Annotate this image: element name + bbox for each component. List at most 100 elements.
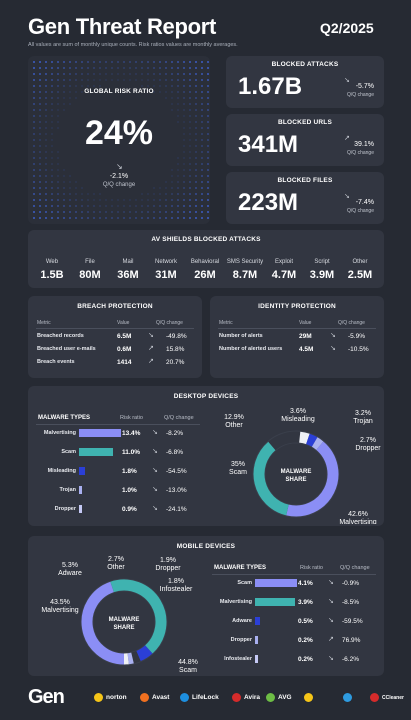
pattern-dot [33, 91, 35, 93]
pattern-dot [177, 157, 179, 159]
identity-col-metric: Metric [219, 320, 233, 326]
desktop-row-change: -24.1% [166, 506, 187, 513]
pattern-dot [39, 67, 41, 69]
pattern-dot [57, 115, 59, 117]
pattern-dot [171, 97, 173, 99]
pattern-dot [33, 133, 35, 135]
pattern-dot [39, 115, 41, 117]
breach-row-metric: Breach events [37, 359, 75, 365]
pattern-dot [135, 67, 137, 69]
pattern-dot [33, 109, 35, 111]
pattern-dot [51, 115, 53, 117]
pattern-dot [63, 85, 65, 87]
breach-row-value: 1414 [117, 359, 132, 366]
pattern-dot [39, 199, 41, 201]
pattern-dot [99, 67, 101, 69]
pattern-dot [195, 157, 197, 159]
av-item-other: Other 2.5M [347, 259, 373, 281]
pattern-dot [171, 73, 173, 75]
trend-down-icon: ↘ [330, 345, 336, 352]
desktop-row-ratio: 1.0% [122, 487, 137, 494]
breach-col-value: Value [117, 320, 130, 326]
pattern-dot [45, 151, 47, 153]
desktop-title: DESKTOP DEVICES [173, 393, 239, 400]
partner-logo: CCleaner [370, 693, 404, 702]
mobile-donut-slice [110, 579, 167, 654]
pattern-dot [57, 205, 59, 207]
pattern-dot [183, 67, 185, 69]
mobile-row-ratio: 0.2% [298, 656, 313, 663]
blocked-files-value: 223M [238, 189, 299, 216]
pattern-dot [159, 73, 161, 75]
pattern-dot [189, 67, 191, 69]
pattern-dot [201, 181, 203, 183]
pattern-dot [207, 187, 209, 189]
pattern-dot [189, 85, 191, 87]
av-item-script: Script 3.9M [309, 259, 335, 281]
pattern-dot [207, 181, 209, 183]
pattern-dot [165, 67, 167, 69]
pattern-dot [159, 79, 161, 81]
pattern-dot [183, 145, 185, 147]
pattern-dot [183, 163, 185, 165]
trend-down-icon: ↘ [152, 486, 158, 493]
blocked-attacks-change: -5.7% [355, 83, 374, 90]
pattern-dot [171, 175, 173, 177]
pattern-dot [177, 193, 179, 195]
desktop-share-name: Scam [229, 469, 247, 476]
pattern-dot [69, 67, 71, 69]
breach-row-metric: Breached records [37, 333, 84, 339]
pattern-dot [141, 193, 143, 195]
mobile-donut-slice [131, 650, 141, 664]
pattern-dot [183, 91, 185, 93]
dot-pattern-graphic [33, 61, 209, 219]
pattern-dot [45, 211, 47, 213]
pattern-dot [33, 103, 35, 105]
pattern-dot [207, 103, 209, 105]
pattern-dot [195, 127, 197, 129]
logo-mark-icon [140, 693, 149, 702]
logo-text: Avira [244, 694, 261, 701]
pattern-dot [39, 181, 41, 183]
trend-down-icon: ↘ [344, 193, 350, 200]
breach-row-change: -49.8% [166, 333, 187, 340]
blocked-urls-change: 39.1% [354, 141, 374, 148]
pattern-dot [57, 157, 59, 159]
pattern-dot [57, 175, 59, 177]
pattern-dot [159, 187, 161, 189]
pattern-dot [81, 61, 83, 63]
trend-down-icon: ↘ [328, 655, 334, 662]
pattern-dot [39, 109, 41, 111]
pattern-dot [195, 121, 197, 123]
pattern-dot [51, 79, 53, 81]
mobile-donut-slice [81, 581, 125, 665]
mobile-risk-bar [255, 636, 258, 644]
mobile-donut-label: MALWARE [109, 617, 140, 623]
pattern-dot [33, 121, 35, 123]
mobile-row-type: Scam [237, 580, 252, 586]
mobile-share-pct: 44.8% [178, 659, 198, 666]
pattern-dot [51, 91, 53, 93]
pattern-dot [63, 67, 65, 69]
pattern-dot [45, 205, 47, 207]
logo-text: Avast [152, 694, 170, 701]
blocked-files-change-label: Q/Q change [347, 208, 374, 214]
pattern-dot [171, 85, 173, 87]
pattern-dot [45, 91, 47, 93]
pattern-dot [129, 73, 131, 75]
pattern-dot [33, 199, 35, 201]
pattern-dot [111, 199, 113, 201]
pattern-dot [93, 73, 95, 75]
pattern-dot [63, 211, 65, 213]
pattern-dot [45, 127, 47, 129]
mobile-row-change: -6.2% [342, 656, 359, 663]
desktop-row-ratio: 1.8% [122, 468, 137, 475]
pattern-dot [63, 103, 65, 105]
blocked-files-title: BLOCKED FILES [277, 177, 333, 184]
pattern-dot [123, 67, 125, 69]
pattern-dot [201, 85, 203, 87]
pattern-dot [45, 73, 47, 75]
pattern-dot [153, 193, 155, 195]
mobile-row-type: Malvertising [219, 599, 252, 605]
pattern-dot [171, 199, 173, 201]
